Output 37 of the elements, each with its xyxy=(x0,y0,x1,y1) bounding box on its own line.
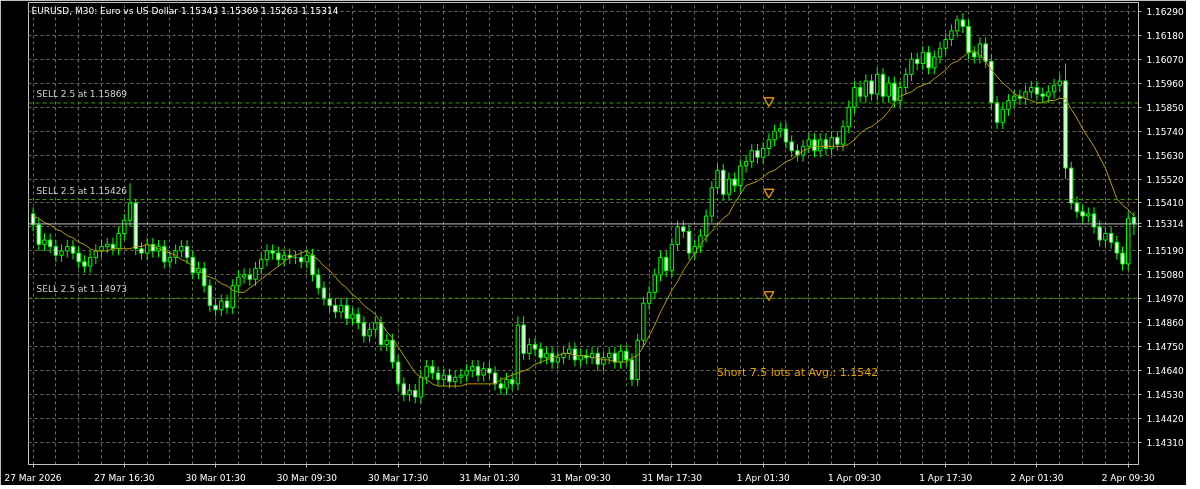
y-tick-label: 1.15850 xyxy=(1146,102,1184,113)
ref-line-label: SELL 2.5 at 1.14973 xyxy=(36,284,128,295)
y-tick-label: 1.14640 xyxy=(1146,366,1184,377)
y-tick-label: 1.15410 xyxy=(1146,198,1184,209)
y-tick-label: 1.14970 xyxy=(1146,294,1184,305)
y-tick-label: 1.14420 xyxy=(1146,414,1184,425)
y-tick-label: 1.14860 xyxy=(1146,318,1184,329)
y-tick-label: 1.15080 xyxy=(1146,270,1184,281)
x-tick-label: 27 Mar 2026 xyxy=(4,472,62,483)
x-tick-label: 1 Apr 01:30 xyxy=(736,472,790,483)
x-tick-label: 30 Mar 17:30 xyxy=(368,472,429,483)
x-tick-label: 2 Apr 09:30 xyxy=(1101,472,1155,483)
y-tick-label: 1.14530 xyxy=(1146,390,1184,401)
x-tick-label: 27 Mar 16:30 xyxy=(94,472,155,483)
y-tick-label: 1.15740 xyxy=(1146,126,1184,137)
x-tick-label: 31 Mar 01:30 xyxy=(459,472,520,483)
x-tick-label: 31 Mar 17:30 xyxy=(641,472,703,483)
y-tick-label: 1.15960 xyxy=(1146,78,1184,89)
y-tick-label: 1.15520 xyxy=(1146,174,1184,185)
y-tick-label: 1.16070 xyxy=(1146,54,1184,65)
ref-line-label: 1.15314 xyxy=(1146,219,1184,230)
y-tick-label: 1.15190 xyxy=(1146,246,1184,257)
x-tick-label: 30 Mar 01:30 xyxy=(185,472,246,483)
y-tick-label: 1.15630 xyxy=(1146,150,1184,161)
x-tick-label: 2 Apr 01:30 xyxy=(1010,472,1064,483)
y-tick-label: 1.16290 xyxy=(1146,6,1184,17)
x-tick-label: 1 Apr 09:30 xyxy=(827,472,882,483)
y-tick-label: 1.14750 xyxy=(1146,342,1184,353)
y-tick-label: 1.16180 xyxy=(1146,30,1184,41)
ref-line-label: SELL 2.5 at 1.15869 xyxy=(36,88,128,99)
x-tick-label: 30 Mar 09:30 xyxy=(276,472,338,483)
x-tick-label: 31 Mar 09:30 xyxy=(550,472,611,483)
ref-line-label: SELL 2.5 at 1.15426 xyxy=(36,185,128,196)
x-tick-label: 1 Apr 17:30 xyxy=(919,472,973,483)
annotation: Short 7.5 lots at Avg.: 1.1542 xyxy=(716,365,879,379)
y-tick-label: 1.14310 xyxy=(1146,438,1184,449)
chart-title: EURUSD, M30: Euro vs US Dollar 1.15343 1.15369 1.15263 1.15314 xyxy=(31,5,339,16)
